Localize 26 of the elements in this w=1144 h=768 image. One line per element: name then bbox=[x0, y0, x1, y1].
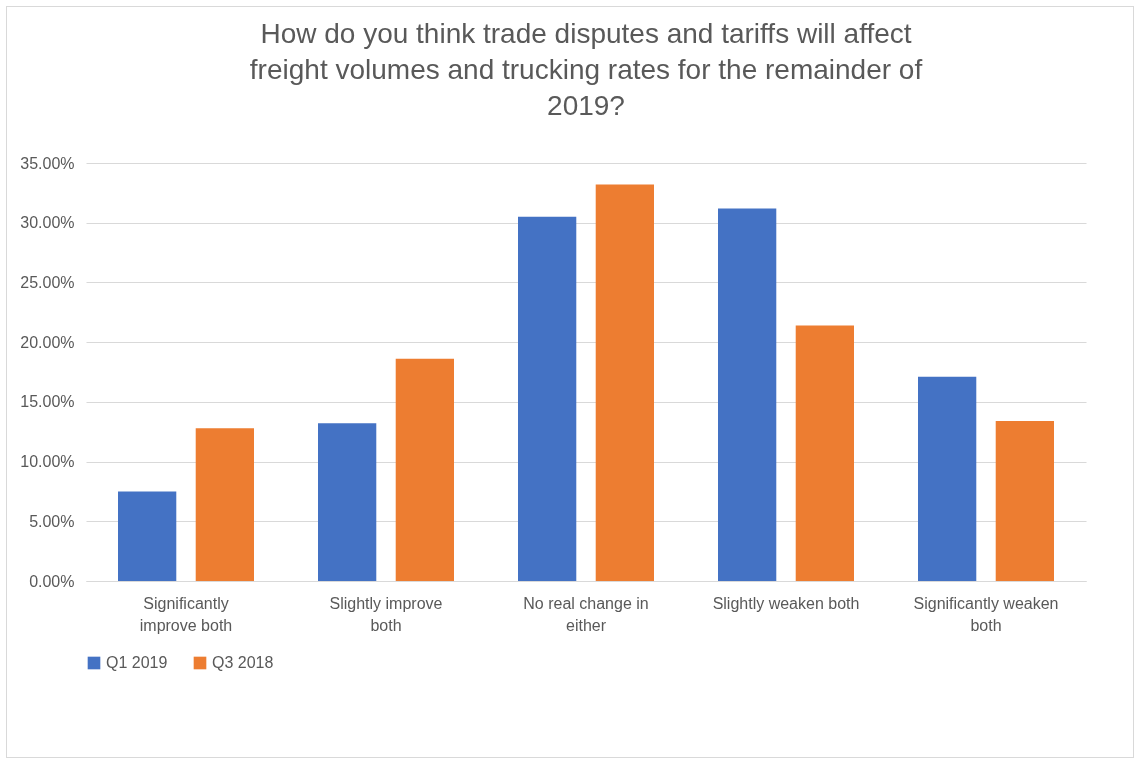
y-tick-label: 30.00% bbox=[20, 214, 75, 232]
x-tick-label: No real change in either bbox=[523, 594, 649, 634]
legend-label: Q3 2018 bbox=[212, 654, 274, 671]
x-tick-label: Slightly improve both bbox=[329, 594, 443, 634]
y-tick-label: 35.00% bbox=[20, 154, 75, 172]
bar bbox=[518, 216, 577, 581]
legend-label: Q1 2019 bbox=[106, 654, 168, 671]
bar bbox=[395, 358, 454, 581]
y-tick-label: 25.00% bbox=[20, 273, 75, 291]
bar bbox=[595, 184, 654, 581]
y-tick-label: 15.00% bbox=[20, 393, 75, 411]
bar bbox=[118, 491, 177, 581]
bar bbox=[918, 376, 977, 581]
x-tick-label: Significantly weaken both bbox=[913, 594, 1059, 634]
bar bbox=[318, 423, 377, 581]
x-tick-label: Significantly improve both bbox=[139, 594, 233, 634]
y-tick-label: 5.00% bbox=[29, 512, 75, 530]
bar bbox=[195, 428, 254, 581]
y-tick-label: 10.00% bbox=[20, 453, 75, 471]
bar bbox=[718, 208, 777, 581]
bar bbox=[995, 420, 1054, 581]
x-tick-label: Slightly weaken both bbox=[712, 594, 860, 612]
y-tick-label: 0.00% bbox=[29, 572, 75, 590]
chart-title: How do you think trade disputes and tariffs will affect freight volumes and trucking rates for the remainder of 2019? bbox=[249, 18, 923, 121]
y-tick-label: 20.00% bbox=[20, 333, 75, 351]
bar bbox=[795, 325, 854, 581]
